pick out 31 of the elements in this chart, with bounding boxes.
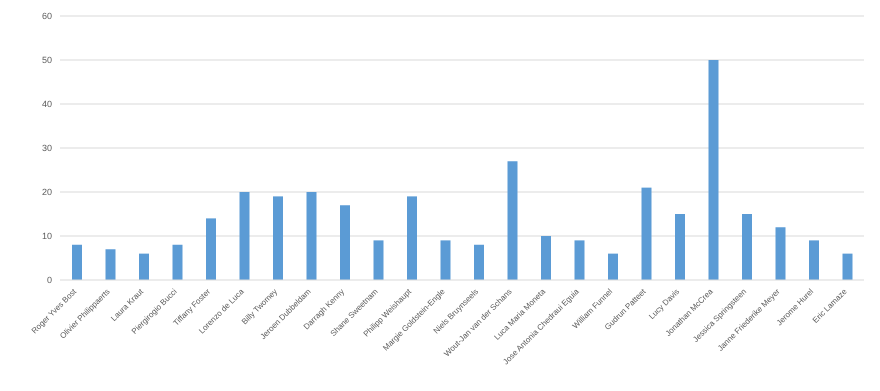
bar: [608, 254, 618, 280]
y-tick-label: 20: [42, 187, 52, 198]
y-tick-label: 60: [42, 11, 52, 22]
y-tick-label: 30: [42, 143, 52, 154]
bar: [809, 240, 819, 280]
bar: [742, 214, 752, 280]
bar: [340, 205, 350, 280]
bar: [407, 196, 417, 280]
bar: [172, 244, 182, 280]
bar: [708, 60, 718, 280]
y-tick-label: 10: [42, 231, 52, 242]
bar: [139, 254, 149, 280]
bar: [240, 192, 250, 280]
bar: [642, 188, 652, 280]
bar: [106, 249, 116, 280]
bar: [675, 214, 685, 280]
bar: [776, 227, 786, 280]
y-tick-label: 50: [42, 55, 52, 66]
bar: [273, 196, 283, 280]
bar: [474, 244, 484, 280]
bar: [440, 240, 450, 280]
y-tick-label: 0: [46, 275, 52, 286]
bar: [541, 236, 551, 280]
bar: [206, 218, 216, 280]
y-tick-label: 40: [42, 99, 52, 110]
bar: [842, 254, 852, 280]
bar: [374, 240, 384, 280]
bar: [574, 240, 584, 280]
bar: [72, 244, 82, 280]
bar: [306, 192, 316, 280]
bar: [508, 161, 518, 280]
